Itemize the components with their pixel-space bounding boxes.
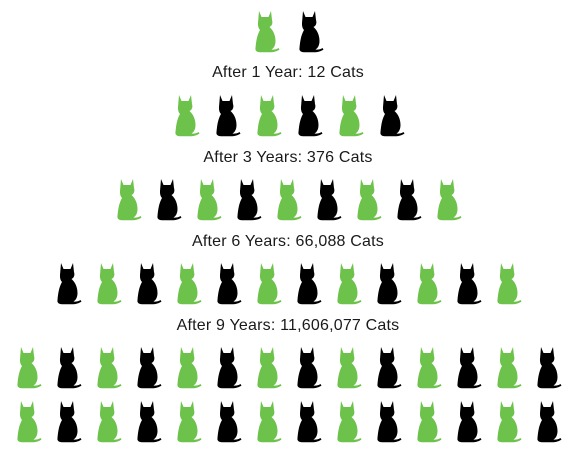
caption-after-9-years: After 9 Years: 11,606,077 Cats: [176, 317, 400, 334]
sitting-cat-icon: [374, 344, 402, 390]
sitting-cat-icon: [134, 260, 162, 306]
sitting-cat-icon: [414, 344, 442, 390]
sitting-cat-icon: [274, 176, 302, 222]
sitting-cat-icon: [154, 176, 182, 222]
sitting-cat-icon: [214, 344, 242, 390]
sitting-cat-icon: [494, 398, 522, 444]
caption-after-6-years: After 6 Years: 66,088 Cats: [192, 233, 384, 250]
sitting-cat-icon: [14, 398, 42, 444]
sitting-cat-icon: [254, 92, 282, 138]
sitting-cat-icon: [374, 398, 402, 444]
sitting-cat-icon: [174, 344, 202, 390]
sitting-cat-icon: [194, 176, 222, 222]
sitting-cat-icon: [434, 176, 462, 222]
sitting-cat-icon: [534, 398, 562, 444]
sitting-cat-icon: [296, 8, 324, 54]
sitting-cat-icon: [94, 260, 122, 306]
sitting-cat-icon: [174, 260, 202, 306]
sitting-cat-icon: [336, 92, 364, 138]
sitting-cat-icon: [54, 344, 82, 390]
sitting-cat-icon: [213, 92, 241, 138]
sitting-cat-icon: [94, 344, 122, 390]
sitting-cat-icon: [454, 260, 482, 306]
sitting-cat-icon: [494, 344, 522, 390]
sitting-cat-icon: [454, 344, 482, 390]
sitting-cat-icon: [414, 260, 442, 306]
sitting-cat-icon: [294, 260, 322, 306]
sitting-cat-icon: [172, 92, 200, 138]
sitting-cat-icon: [294, 398, 322, 444]
sitting-cat-icon: [354, 176, 382, 222]
sitting-cat-icon: [114, 176, 142, 222]
sitting-cat-icon: [295, 92, 323, 138]
sitting-cat-icon: [214, 398, 242, 444]
sitting-cat-icon: [294, 344, 322, 390]
sitting-cat-icon: [94, 398, 122, 444]
sitting-cat-icon: [54, 260, 82, 306]
sitting-cat-icon: [534, 344, 562, 390]
sitting-cat-icon: [254, 398, 282, 444]
sitting-cat-icon: [234, 176, 262, 222]
sitting-cat-icon: [394, 176, 422, 222]
sitting-cat-icon: [54, 398, 82, 444]
sitting-cat-icon: [134, 344, 162, 390]
caption-after-1-year: After 1 Year: 12 Cats: [212, 64, 364, 81]
sitting-cat-icon: [314, 176, 342, 222]
sitting-cat-icon: [252, 8, 280, 54]
sitting-cat-icon: [254, 260, 282, 306]
sitting-cat-icon: [414, 398, 442, 444]
sitting-cat-icon: [134, 398, 162, 444]
sitting-cat-icon: [494, 260, 522, 306]
sitting-cat-icon: [334, 260, 362, 306]
sitting-cat-icon: [174, 398, 202, 444]
sitting-cat-icon: [374, 260, 402, 306]
sitting-cat-icon: [214, 260, 242, 306]
sitting-cat-icon: [14, 344, 42, 390]
sitting-cat-icon: [454, 398, 482, 444]
caption-after-3-years: After 3 Years: 376 Cats: [203, 149, 373, 166]
sitting-cat-icon: [334, 398, 362, 444]
sitting-cat-icon: [334, 344, 362, 390]
sitting-cat-icon: [254, 344, 282, 390]
sitting-cat-icon: [377, 92, 405, 138]
